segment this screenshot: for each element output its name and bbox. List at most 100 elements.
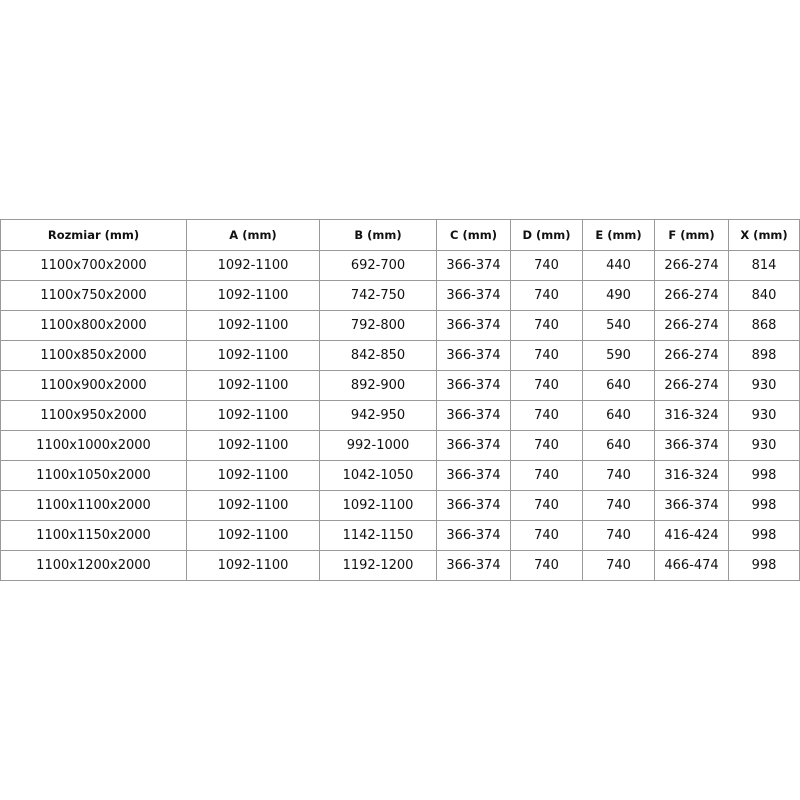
table-cell: 930 bbox=[728, 370, 800, 401]
table-cell: 316-324 bbox=[654, 460, 729, 491]
table-row: 1100x1000x2000 1092-1100 992-1000 366-374 74… bbox=[0, 430, 800, 461]
table-cell: 366-374 bbox=[436, 550, 511, 581]
table-cell: 998 bbox=[728, 460, 800, 491]
table-cell: 740 bbox=[510, 370, 583, 401]
table-cell: 366-374 bbox=[654, 490, 729, 521]
table-cell: 1100x1100x2000 bbox=[0, 490, 187, 521]
table-cell: 740 bbox=[510, 490, 583, 521]
table-cell: 740 bbox=[510, 340, 583, 371]
table-cell: 1092-1100 bbox=[319, 490, 437, 521]
table-cell: 792-800 bbox=[319, 310, 437, 341]
table-cell: 942-950 bbox=[319, 400, 437, 431]
table-cell: 366-374 bbox=[436, 490, 511, 521]
table-cell: 366-374 bbox=[436, 370, 511, 401]
table-cell: 898 bbox=[728, 340, 800, 371]
table-cell: 992-1000 bbox=[319, 430, 437, 461]
table-cell: 1092-1100 bbox=[186, 400, 320, 431]
table-row: 1100x700x2000 1092-1100 692-700 366-374 740 4… bbox=[0, 250, 800, 281]
table-cell: 1100x950x2000 bbox=[0, 400, 187, 431]
table-cell: 692-700 bbox=[319, 250, 437, 281]
table-cell: 998 bbox=[728, 550, 800, 581]
table-cell: 266-274 bbox=[654, 250, 729, 281]
table-cell: 740 bbox=[510, 550, 583, 581]
table-cell: 892-900 bbox=[319, 370, 437, 401]
header-cell: A (mm) bbox=[186, 219, 320, 251]
table-cell: 1092-1100 bbox=[186, 430, 320, 461]
table-row: 1100x750x2000 1092-1100 742-750 366-374 740 4… bbox=[0, 280, 800, 311]
table-cell: 740 bbox=[510, 310, 583, 341]
header-cell: F (mm) bbox=[654, 219, 729, 251]
table-cell: 366-374 bbox=[654, 430, 729, 461]
table-cell: 1092-1100 bbox=[186, 250, 320, 281]
table-cell: 1100x900x2000 bbox=[0, 370, 187, 401]
table-cell: 640 bbox=[582, 400, 655, 431]
table-cell: 740 bbox=[510, 250, 583, 281]
table-row: 1100x900x2000 1092-1100 892-900 366-374 740 6… bbox=[0, 370, 800, 401]
table-cell: 998 bbox=[728, 490, 800, 521]
header-cell: D (mm) bbox=[510, 219, 583, 251]
table-row: 1100x1200x2000 1092-1100 1192-1200 366-374 7… bbox=[0, 550, 800, 581]
table-cell: 640 bbox=[582, 370, 655, 401]
table-cell: 1100x1150x2000 bbox=[0, 520, 187, 551]
table-cell: 1092-1100 bbox=[186, 370, 320, 401]
table-cell: 742-750 bbox=[319, 280, 437, 311]
table-row: 1100x950x2000 1092-1100 942-950 366-374 740 6… bbox=[0, 400, 800, 431]
table-cell: 316-324 bbox=[654, 400, 729, 431]
table-cell: 366-374 bbox=[436, 430, 511, 461]
table-cell: 930 bbox=[728, 430, 800, 461]
header-cell: C (mm) bbox=[436, 219, 511, 251]
table-cell: 930 bbox=[728, 400, 800, 431]
table-cell: 640 bbox=[582, 430, 655, 461]
table-cell: 740 bbox=[510, 430, 583, 461]
table-cell: 266-274 bbox=[654, 310, 729, 341]
table-cell: 840 bbox=[728, 280, 800, 311]
table-cell: 740 bbox=[510, 520, 583, 551]
table-cell: 1142-1150 bbox=[319, 520, 437, 551]
table-cell: 740 bbox=[582, 460, 655, 491]
table-cell: 366-374 bbox=[436, 340, 511, 371]
table-cell: 1100x800x2000 bbox=[0, 310, 187, 341]
table-row: 1100x800x2000 1092-1100 792-800 366-374 740 5… bbox=[0, 310, 800, 341]
table-cell: 740 bbox=[582, 550, 655, 581]
table-cell: 366-374 bbox=[436, 400, 511, 431]
header-cell: E (mm) bbox=[582, 219, 655, 251]
header-cell: X (mm) bbox=[728, 219, 800, 251]
table-cell: 440 bbox=[582, 250, 655, 281]
table-cell: 1092-1100 bbox=[186, 550, 320, 581]
table-cell: 1100x750x2000 bbox=[0, 280, 187, 311]
table-row: 1100x850x2000 1092-1100 842-850 366-374 740 5… bbox=[0, 340, 800, 371]
table-row: 1100x1150x2000 1092-1100 1142-1150 366-374 7… bbox=[0, 520, 800, 551]
table-cell: 490 bbox=[582, 280, 655, 311]
table-cell: 1092-1100 bbox=[186, 490, 320, 521]
table-cell: 814 bbox=[728, 250, 800, 281]
table-cell: 842-850 bbox=[319, 340, 437, 371]
table-cell: 1100x1200x2000 bbox=[0, 550, 187, 581]
table-cell: 466-474 bbox=[654, 550, 729, 581]
table-cell: 1092-1100 bbox=[186, 520, 320, 551]
table-cell: 540 bbox=[582, 310, 655, 341]
table-cell: 1100x700x2000 bbox=[0, 250, 187, 281]
table-cell: 740 bbox=[510, 460, 583, 491]
table-cell: 366-374 bbox=[436, 520, 511, 551]
table-cell: 740 bbox=[510, 280, 583, 311]
table-cell: 266-274 bbox=[654, 280, 729, 311]
header-cell: B (mm) bbox=[319, 219, 437, 251]
table-cell: 1092-1100 bbox=[186, 340, 320, 371]
table-cell: 1100x1050x2000 bbox=[0, 460, 187, 491]
table-cell: 366-374 bbox=[436, 310, 511, 341]
table-cell: 1192-1200 bbox=[319, 550, 437, 581]
table-cell: 1042-1050 bbox=[319, 460, 437, 491]
table-cell: 740 bbox=[582, 520, 655, 551]
table-cell: 416-424 bbox=[654, 520, 729, 551]
dimension-table: Rozmiar (mm) A (mm) B (mm) C (mm) D (mm) E (m… bbox=[0, 219, 800, 581]
table-cell: 1100x1000x2000 bbox=[0, 430, 187, 461]
table-cell: 1100x850x2000 bbox=[0, 340, 187, 371]
table-row: 1100x1100x2000 1092-1100 1092-1100 366-374 7… bbox=[0, 490, 800, 521]
table-cell: 590 bbox=[582, 340, 655, 371]
table-cell: 740 bbox=[582, 490, 655, 521]
table-cell: 366-374 bbox=[436, 250, 511, 281]
table-cell: 998 bbox=[728, 520, 800, 551]
table-cell: 366-374 bbox=[436, 460, 511, 491]
table-cell: 740 bbox=[510, 400, 583, 431]
